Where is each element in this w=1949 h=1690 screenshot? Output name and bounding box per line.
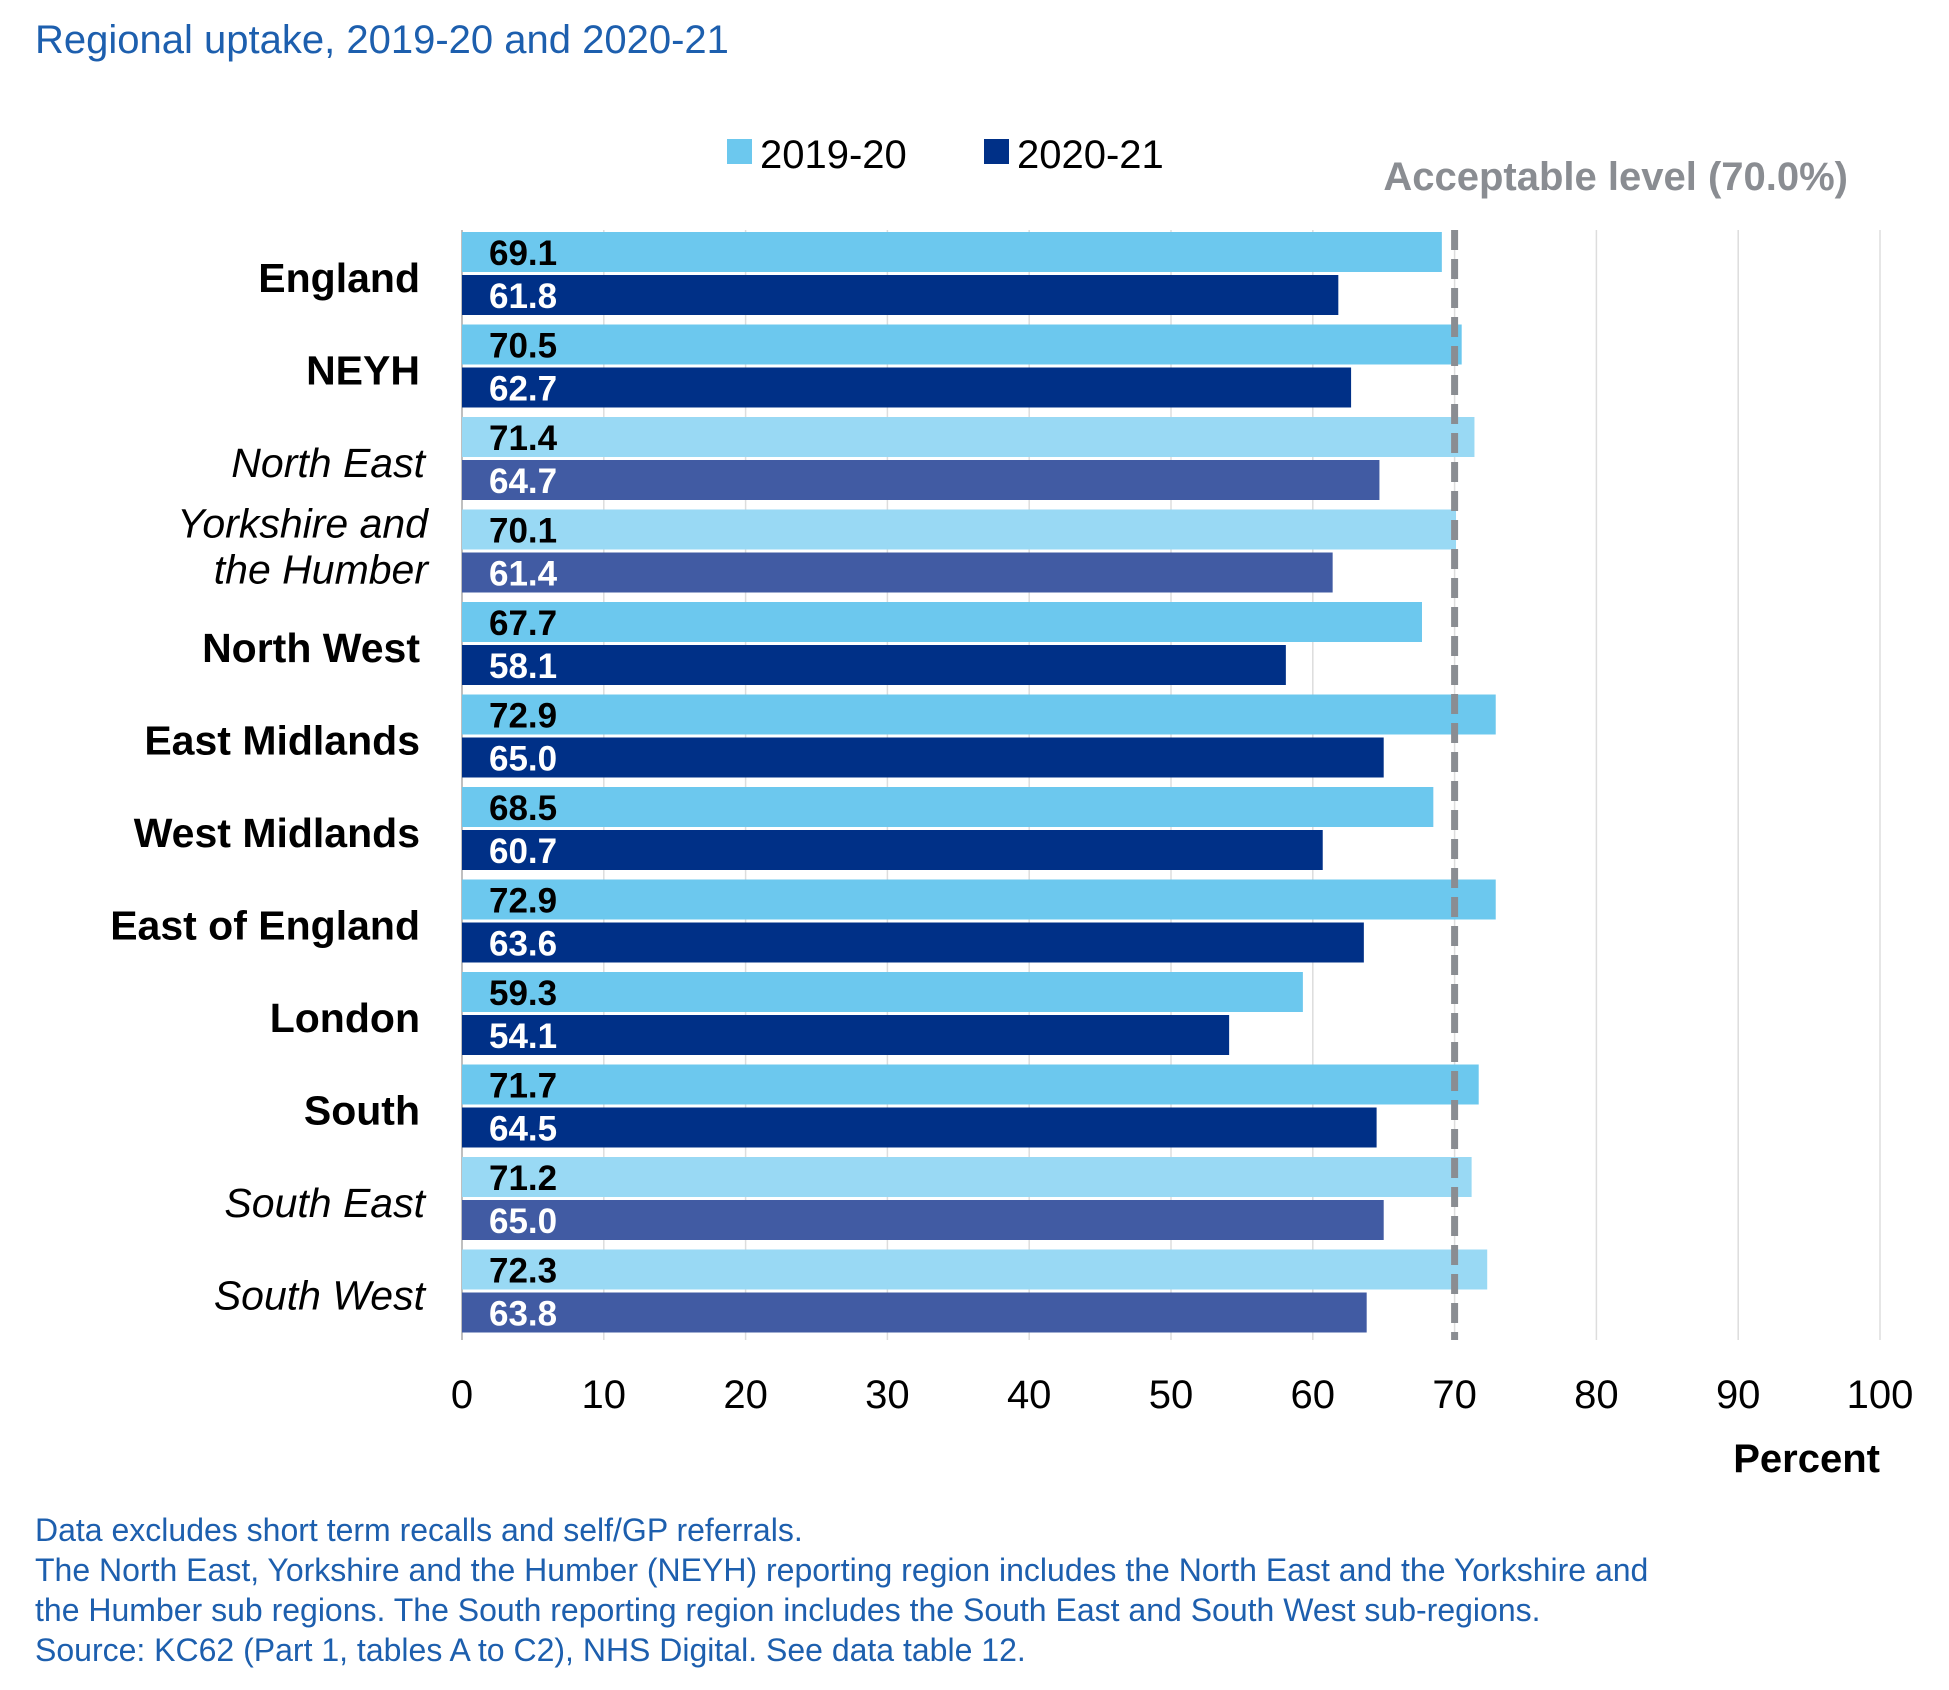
category-label: North East <box>231 440 426 486</box>
data-label: 64.7 <box>489 462 557 501</box>
x-tick-label: 30 <box>865 1373 910 1417</box>
bar <box>462 737 1384 778</box>
bar <box>462 694 1496 735</box>
x-axis-ticks: 0 10 20 30 40 50 60 70 80 90 100 <box>451 1373 1914 1417</box>
legend-swatch <box>984 139 1009 164</box>
x-tick-label: 50 <box>1149 1373 1194 1417</box>
category-label: East Midlands <box>144 718 420 764</box>
footnote-line: The North East, Yorkshire and the Humber… <box>35 1552 1649 1588</box>
data-label: 71.4 <box>489 419 558 458</box>
data-label: 70.1 <box>489 512 557 551</box>
chart-title: Regional uptake, 2019-20 and 2020-21 <box>35 18 729 62</box>
data-label: 61.8 <box>489 277 557 316</box>
bar <box>462 460 1380 500</box>
category-label: South <box>304 1088 420 1134</box>
bar <box>462 879 1496 920</box>
bar <box>462 1064 1479 1105</box>
category-label: North West <box>202 625 420 671</box>
category-label: South West <box>214 1273 427 1319</box>
data-label: 71.7 <box>489 1067 557 1106</box>
bars: 69.1 61.8 70.5 62.7 71.4 64.7 70.1 61.4 67.7 58.1… <box>462 232 1496 1334</box>
footnotes: Data excludes short term recalls and sel… <box>35 1510 1925 1670</box>
category-label: NEYH <box>306 348 420 394</box>
data-label: 60.7 <box>489 832 557 871</box>
x-tick-label: 70 <box>1432 1373 1477 1417</box>
bar <box>462 972 1303 1012</box>
bar <box>462 367 1352 408</box>
bar <box>462 1200 1384 1240</box>
x-tick-label: 90 <box>1716 1373 1761 1417</box>
legend: 2019-20 2020-21 <box>727 133 1164 177</box>
x-axis-title: Percent <box>1733 1437 1880 1481</box>
bar <box>462 509 1457 550</box>
gridlines <box>461 230 1881 1340</box>
category-label: West Midlands <box>134 810 420 856</box>
reference-line-label: Acceptable level (70.0%) <box>1383 155 1848 199</box>
data-label: 62.7 <box>489 370 557 409</box>
bar <box>462 922 1364 963</box>
category-label: England <box>258 255 420 301</box>
bar <box>462 552 1333 593</box>
x-tick-label: 20 <box>723 1373 768 1417</box>
data-label: 65.0 <box>489 740 557 779</box>
bar <box>462 645 1286 685</box>
x-tick-label: 0 <box>451 1373 473 1417</box>
legend-label: 2019-20 <box>760 133 907 177</box>
category-label: London <box>270 995 420 1041</box>
data-label: 72.3 <box>489 1252 557 1291</box>
category-label: South East <box>224 1180 426 1226</box>
data-label: 64.5 <box>489 1110 557 1149</box>
x-tick-label: 60 <box>1291 1373 1336 1417</box>
category-labels: England NEYH North East Yorkshire and the Hu… <box>110 255 430 1319</box>
footnote-line: the Humber sub regions. The South report… <box>35 1592 1541 1628</box>
data-label: 71.2 <box>489 1159 557 1198</box>
bar <box>462 787 1434 827</box>
footnote-line: Data excludes short term recalls and sel… <box>35 1512 803 1548</box>
bar <box>462 1249 1488 1290</box>
bar <box>462 232 1442 272</box>
data-label: 70.5 <box>489 327 557 366</box>
category-label: East of England <box>110 903 420 949</box>
bar <box>462 1292 1367 1333</box>
data-label: 63.8 <box>489 1295 557 1334</box>
bar-chart: 69.1 61.8 70.5 62.7 71.4 64.7 70.1 61.4 67.7 58.1… <box>110 133 1914 1481</box>
footnote-line: Source: KC62 (Part 1, tables A to C2), N… <box>35 1632 1026 1668</box>
data-label: 58.1 <box>489 647 557 686</box>
data-label: 72.9 <box>489 697 557 736</box>
data-label: 54.1 <box>489 1017 557 1056</box>
x-tick-label: 40 <box>1007 1373 1052 1417</box>
data-label: 67.7 <box>489 604 557 643</box>
legend-label: 2020-21 <box>1017 133 1164 177</box>
category-label-line: the Humber <box>214 547 431 593</box>
reference-line-group: Acceptable level (70.0%) <box>1383 155 1848 1340</box>
bar <box>462 417 1475 457</box>
data-label: 69.1 <box>489 234 557 273</box>
category-label: Yorkshire and the Humber <box>177 501 430 593</box>
x-tick-label: 100 <box>1847 1373 1914 1417</box>
data-label: 72.9 <box>489 882 557 921</box>
bar <box>462 1015 1230 1055</box>
data-label: 65.0 <box>489 1202 557 1241</box>
bar <box>462 602 1422 642</box>
bar <box>462 1157 1472 1197</box>
legend-swatch <box>727 139 752 164</box>
bar <box>462 275 1339 315</box>
data-label: 63.6 <box>489 925 557 964</box>
bar <box>462 324 1462 365</box>
bar <box>462 830 1323 870</box>
bar <box>462 1107 1377 1148</box>
category-label-line: Yorkshire and <box>177 501 429 547</box>
data-label: 59.3 <box>489 974 557 1013</box>
data-label: 61.4 <box>489 555 558 594</box>
x-tick-label: 80 <box>1574 1373 1619 1417</box>
x-tick-label: 10 <box>582 1373 627 1417</box>
data-label: 68.5 <box>489 789 557 828</box>
